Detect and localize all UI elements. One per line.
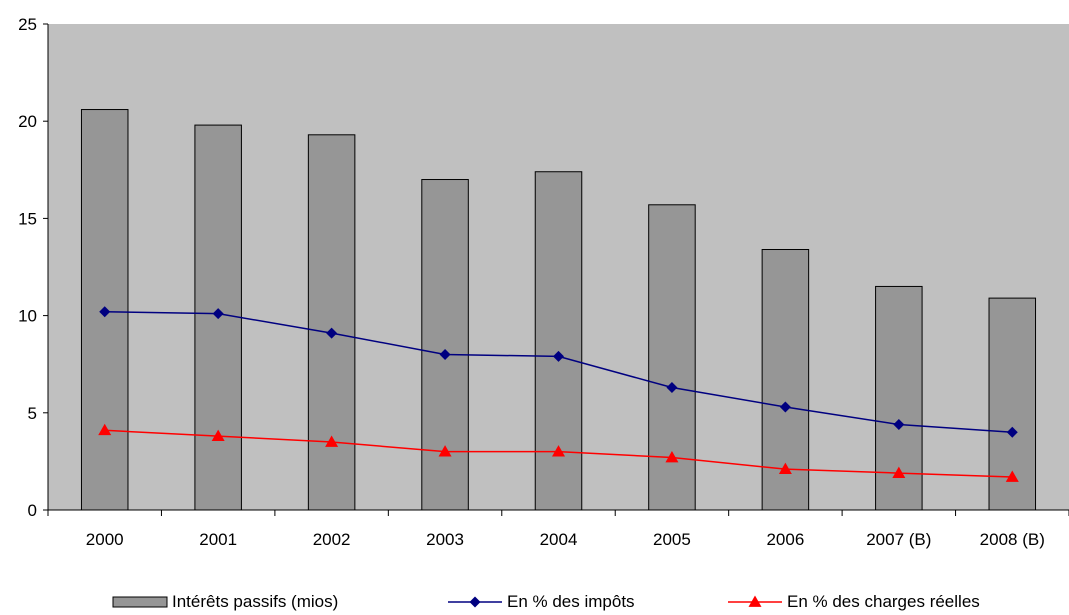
legend-marker-triangle: [748, 595, 762, 607]
x-tick-label: 2003: [426, 530, 464, 549]
data-point-triangle: [778, 462, 792, 475]
line-series: [98, 306, 1019, 482]
legend-marker-diamond: [469, 596, 481, 608]
data-point-diamond: [99, 306, 111, 318]
data-point-diamond: [439, 348, 451, 360]
data-point-diamond: [1006, 426, 1018, 438]
data-point-diamond: [779, 401, 791, 413]
x-tick-label: 2000: [86, 530, 124, 549]
x-tick-label: 2008 (B): [980, 530, 1045, 549]
data-point-diamond: [893, 418, 905, 430]
data-point-diamond: [212, 308, 224, 320]
legend-label: Intérêts passifs (mios): [172, 592, 338, 611]
y-tick-label: 15: [18, 209, 37, 228]
y-tick-label: 25: [18, 15, 37, 34]
data-point-triangle: [325, 435, 339, 447]
x-tick-label: 2007 (B): [866, 530, 931, 549]
data-point-triangle: [98, 423, 112, 436]
bar: [534, 171, 583, 511]
legend: Intérêts passifs (mios) En % des impôts En…: [112, 592, 980, 611]
y-tick-label: 0: [28, 501, 37, 520]
data-point-triangle: [892, 466, 906, 478]
bar: [421, 179, 469, 511]
data-point-triangle: [438, 445, 452, 457]
legend-label: En % des charges réelles: [787, 592, 980, 611]
data-point-triangle: [1005, 470, 1019, 482]
x-tick-label: 2001: [199, 530, 237, 549]
data-point-diamond: [326, 327, 338, 339]
bar-series: [80, 109, 1037, 511]
data-point-triangle: [665, 451, 679, 463]
x-tick-label: 2004: [540, 530, 578, 549]
data-point-diamond: [666, 382, 678, 394]
bar: [648, 204, 696, 511]
y-axis: 0 5 10 15 20 25: [18, 15, 49, 520]
bar: [307, 134, 356, 511]
x-tick-label: 2002: [313, 530, 351, 549]
data-point-triangle: [211, 429, 225, 442]
y-tick-label: 5: [28, 404, 37, 423]
x-axis: 2000 2001 2002 2003 2004 2005 2006 2007 (B) 2008…: [47, 509, 1069, 549]
data-point-diamond: [553, 350, 564, 362]
legend-label: En % des impôts: [507, 592, 635, 611]
x-tick-label: 2005: [653, 530, 691, 549]
data-point-triangle: [552, 445, 565, 457]
legend-swatch-bar: [112, 596, 168, 608]
y-tick-label: 20: [18, 112, 37, 131]
y-tick-label: 10: [18, 307, 37, 326]
x-tick-label: 2006: [766, 530, 804, 549]
